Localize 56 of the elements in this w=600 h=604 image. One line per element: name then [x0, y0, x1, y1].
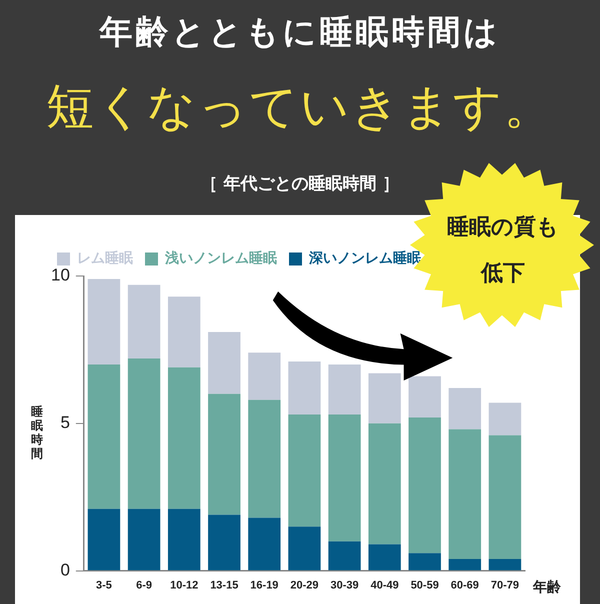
- bar: [128, 508, 160, 570]
- bar: [88, 278, 120, 364]
- x-tick-label: 16-19: [250, 579, 278, 592]
- y-axis-title: 睡眠時間: [31, 404, 43, 461]
- bar: [328, 541, 361, 570]
- bar: [128, 284, 160, 359]
- bar: [288, 361, 321, 415]
- bar: [328, 414, 361, 542]
- legend-label: 浅いノンレム睡眠: [164, 250, 277, 267]
- bar: [168, 508, 200, 570]
- bar: [168, 296, 200, 368]
- chart-subtitle: 短くなっていきます。: [45, 78, 555, 137]
- bar: [448, 388, 482, 430]
- bar: [88, 508, 120, 570]
- bar: [288, 526, 321, 570]
- bar: [288, 414, 321, 527]
- bar: [448, 559, 482, 570]
- x-tick-label: 3-5: [96, 579, 112, 592]
- annotation: 睡眠の質も低下: [446, 214, 560, 288]
- bar: [488, 402, 522, 436]
- y-tick-label: 10: [50, 266, 70, 285]
- bar: [408, 376, 441, 418]
- bar: [408, 418, 441, 554]
- x-tick-label: 20-29: [290, 579, 319, 592]
- y-tick-label: 0: [60, 560, 70, 580]
- bar: [168, 367, 200, 509]
- x-tick-label: 60-69: [450, 579, 479, 592]
- legend-label: レム睡眠: [77, 250, 133, 267]
- bar: [248, 518, 281, 570]
- bar: [208, 514, 240, 570]
- text: ［ 年代ごとの睡眠時間 ］: [200, 173, 400, 195]
- bar: [368, 373, 401, 424]
- x-axis-title: 年齢: [532, 579, 562, 596]
- bar: [128, 358, 160, 509]
- x-tick-label: 70-79: [490, 579, 520, 592]
- x-tick-label: 50-59: [410, 579, 439, 592]
- bar: [408, 553, 441, 570]
- bar: [248, 352, 281, 400]
- bar: [248, 400, 281, 518]
- bar: [368, 544, 401, 570]
- chart-title: 年齢とともに睡眠時間は: [98, 11, 502, 53]
- x-tick-label: 13-15: [210, 579, 238, 592]
- bar: [368, 423, 401, 544]
- x-tick-label: 40-49: [370, 579, 399, 592]
- bar: [208, 332, 240, 394]
- bar: [328, 364, 361, 415]
- bar: [448, 429, 482, 560]
- legend-label: 深いノンレム睡眠: [308, 250, 421, 267]
- bar: [488, 559, 522, 570]
- x-tick-label: 30-39: [330, 579, 359, 592]
- x-tick-label: 10-12: [170, 579, 198, 592]
- bar: [88, 364, 120, 509]
- bar: [208, 394, 240, 515]
- x-tick-label: 6-9: [136, 579, 152, 592]
- bar: [488, 435, 522, 560]
- y-tick-label: 5: [60, 413, 70, 432]
